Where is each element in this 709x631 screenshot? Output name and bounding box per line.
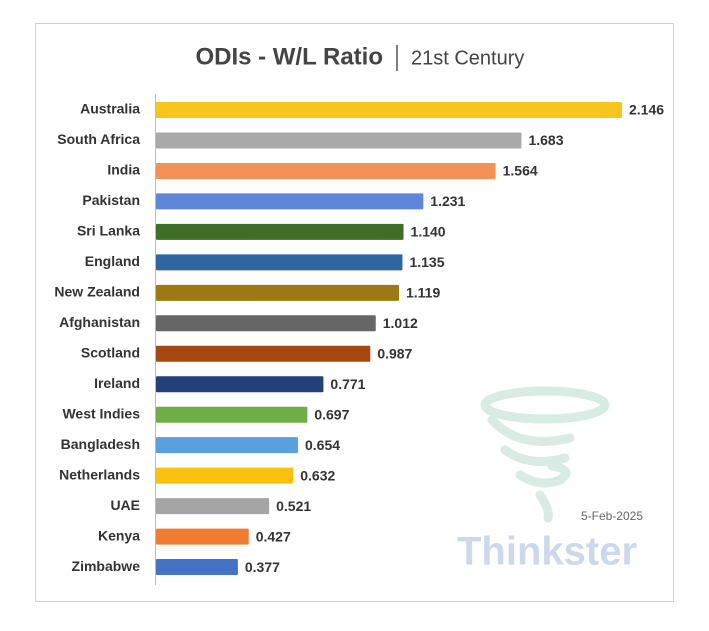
date-annotation: 5-Feb-2025 — [581, 509, 643, 523]
value-label: 0.377 — [245, 559, 280, 575]
value-label: 1.012 — [383, 315, 418, 331]
bar — [156, 467, 294, 484]
category-label: Netherlands — [59, 466, 140, 482]
category-label: England — [85, 253, 140, 269]
bar — [156, 315, 376, 332]
category-label: Kenya — [98, 527, 140, 543]
value-label: 1.683 — [528, 132, 563, 148]
bar — [156, 223, 404, 240]
value-label: 0.987 — [377, 345, 412, 361]
value-label: 2.146 — [629, 102, 664, 118]
category-label: Afghanistan — [59, 314, 140, 330]
category-label: India — [107, 162, 140, 178]
bar — [156, 132, 522, 149]
value-label: 0.771 — [330, 376, 365, 392]
value-label: 1.140 — [411, 224, 446, 240]
bar — [156, 406, 308, 423]
value-label: 1.135 — [409, 254, 444, 270]
bar — [156, 193, 424, 210]
value-label: 1.564 — [503, 163, 538, 179]
bar — [156, 345, 371, 362]
value-label: 0.654 — [305, 437, 340, 453]
watermark-text: Thinkster — [457, 530, 637, 574]
category-label: New Zealand — [54, 284, 140, 300]
value-label: 0.521 — [276, 498, 311, 514]
value-label: 0.697 — [314, 406, 349, 422]
bar — [156, 254, 403, 271]
bar — [156, 498, 270, 515]
category-label: Ireland — [94, 375, 140, 391]
bar — [156, 162, 496, 179]
category-label: Australia — [80, 101, 140, 117]
chart-border — [35, 23, 674, 602]
value-label: 1.119 — [406, 285, 440, 301]
bar — [156, 376, 324, 393]
bar — [156, 528, 249, 545]
category-label: Zimbabwe — [72, 558, 141, 574]
category-label: South Africa — [57, 131, 140, 147]
category-label: Bangladesh — [61, 436, 140, 452]
bar — [156, 102, 622, 118]
category-label: Pakistan — [82, 192, 140, 208]
category-label: West Indies — [62, 405, 140, 421]
bar — [156, 284, 399, 301]
category-label: Sri Lanka — [77, 223, 140, 239]
bar — [156, 437, 299, 454]
chart-title: ODIs - W/L Ratio — [195, 43, 383, 70]
value-label: 0.427 — [256, 528, 291, 544]
value-label: 0.632 — [300, 467, 335, 483]
chart-subtitle: 21st Century — [411, 47, 524, 69]
category-label: UAE — [110, 497, 140, 513]
bar — [156, 559, 238, 576]
category-label: Scotland — [81, 344, 140, 360]
value-label: 1.231 — [430, 193, 465, 209]
watermark-logo — [480, 386, 610, 523]
